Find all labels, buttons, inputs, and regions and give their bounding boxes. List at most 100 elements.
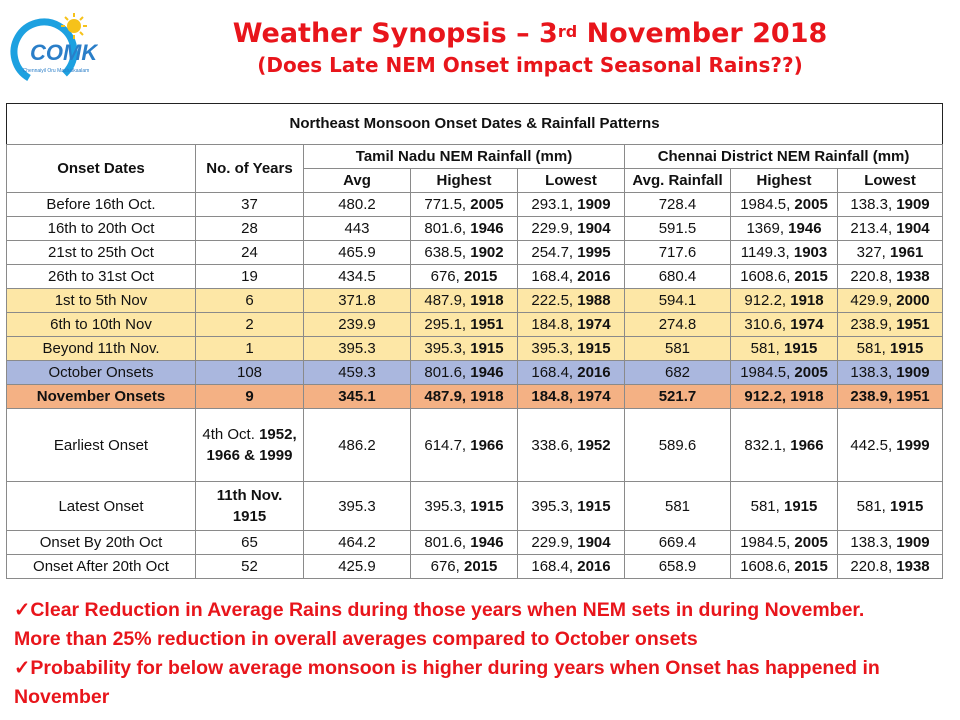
cell-ch-lowest: 213.4, 1904 — [836, 216, 944, 241]
cell-years: 6 — [195, 288, 304, 313]
cell-ch-lowest: 327, 1961 — [836, 240, 944, 265]
table-row-october-onsets: October Onsets 108 459.3 801.6, 1946 168.4, … — [6, 360, 944, 385]
cell-tn-avg: 395.3 — [303, 481, 411, 531]
cell-years: 2 — [195, 312, 304, 337]
cell-years: 4th Oct. 1952, 1966 & 1999 — [195, 408, 304, 482]
header-ch-lowest: Lowest — [836, 168, 944, 193]
cell-tn-lowest: 184.8, 1974 — [517, 312, 625, 337]
cell-ch-lowest: 220.8, 1938 — [836, 264, 944, 289]
cell-tn-avg: 345.1 — [303, 384, 411, 409]
table-row: 21st to 25th Oct 24 465.9 638.5, 1902 254.7,… — [6, 240, 944, 265]
table-row: Before 16th Oct. 37 480.2 771.5, 2005 293.1,… — [6, 192, 944, 217]
cell-tn-highest: 801.6, 1946 — [410, 216, 518, 241]
cell-ch-highest: 1608.6, 2015 — [730, 264, 838, 289]
table-row: Onset By 20th Oct 65 464.2 801.6, 1946 229.9… — [6, 530, 944, 555]
cell-ch-highest: 1984.5, 2005 — [730, 530, 838, 555]
cell-ch-highest: 912.2, 1918 — [730, 384, 838, 409]
header-onset-dates: Onset Dates — [6, 144, 196, 193]
cell-years: 28 — [195, 216, 304, 241]
cell-onset: Beyond 11th Nov. — [6, 336, 196, 361]
cell-tn-lowest: 293.1, 1909 — [517, 192, 625, 217]
cell-onset: 16th to 20th Oct — [6, 216, 196, 241]
cell-ch-highest: 581, 1915 — [730, 336, 838, 361]
cell-ch-highest: 1149.3, 1903 — [730, 240, 838, 265]
cell-ch-highest: 1984.5, 2005 — [730, 360, 838, 385]
cell-ch-avg: 274.8 — [624, 312, 731, 337]
cell-ch-avg: 589.6 — [624, 408, 731, 482]
table-row: 26th to 31st Oct 19 434.5 676, 2015 168.4, 2… — [6, 264, 944, 289]
cell-tn-lowest: 254.7, 1995 — [517, 240, 625, 265]
cell-onset: Latest Onset — [6, 481, 196, 531]
table-row: Onset After 20th Oct 52 425.9 676, 2015 168.… — [6, 554, 944, 579]
cell-onset: 1st to 5th Nov — [6, 288, 196, 313]
cell-tn-lowest: 168.4, 2016 — [517, 360, 625, 385]
cell-tn-highest: 295.1, 1951 — [410, 312, 518, 337]
cell-tn-lowest: 168.4, 2016 — [517, 554, 625, 579]
cell-years: 37 — [195, 192, 304, 217]
header-no-of-years: No. of Years — [195, 144, 304, 193]
cell-tn-highest: 638.5, 1902 — [410, 240, 518, 265]
cell-tn-highest: 801.6, 1946 — [410, 360, 518, 385]
note-3: ✓Probability for below average monsoon i… — [14, 657, 880, 708]
cell-tn-lowest: 222.5, 1988 — [517, 288, 625, 313]
cell-years: 1 — [195, 336, 304, 361]
cell-tn-highest: 801.6, 1946 — [410, 530, 518, 555]
cell-tn-avg: 434.5 — [303, 264, 411, 289]
cell-ch-lowest: 238.9, 1951 — [836, 312, 944, 337]
header-tn-highest: Highest — [410, 168, 518, 193]
cell-tn-avg: 465.9 — [303, 240, 411, 265]
cell-ch-highest: 581, 1915 — [730, 481, 838, 531]
page-subtitle: (Does Late NEM Onset impact Seasonal Rai… — [257, 53, 803, 77]
cell-ch-highest: 832.1, 1966 — [730, 408, 838, 482]
cell-onset: October Onsets — [6, 360, 196, 385]
check-icon: ✓ — [14, 599, 31, 621]
header-tamil-nadu: Tamil Nadu NEM Rainfall (mm) — [303, 144, 625, 169]
cell-onset: Before 16th Oct. — [6, 192, 196, 217]
cell-tn-avg: 395.3 — [303, 336, 411, 361]
cell-onset: November Onsets — [6, 384, 196, 409]
cell-ch-avg: 591.5 — [624, 216, 731, 241]
cell-tn-lowest: 184.8, 1974 — [517, 384, 625, 409]
cell-years: 108 — [195, 360, 304, 385]
cell-tn-highest: 676, 2015 — [410, 554, 518, 579]
cell-ch-lowest: 138.3, 1909 — [836, 192, 944, 217]
cell-ch-lowest: 581, 1915 — [836, 336, 944, 361]
note-1: ✓Clear Reduction in Average Rains during… — [14, 599, 865, 621]
header-tn-lowest: Lowest — [517, 168, 625, 193]
header-ch-highest: Highest — [730, 168, 838, 193]
cell-tn-avg: 464.2 — [303, 530, 411, 555]
cell-years: 52 — [195, 554, 304, 579]
cell-tn-highest: 395.3, 1915 — [410, 336, 518, 361]
cell-ch-lowest: 138.3, 1909 — [836, 360, 944, 385]
onset-rainfall-table: Northeast Monsoon Onset Dates & Rainfall… — [5, 103, 944, 579]
table-row: 16th to 20th Oct 28 443 801.6, 1946 229.9, 1… — [6, 216, 944, 241]
cell-ch-avg: 581 — [624, 336, 731, 361]
comk-logo: COMK Chennaiyil Oru Mazhaikaalam — [8, 8, 99, 88]
cell-ch-highest: 1984.5, 2005 — [730, 192, 838, 217]
cell-tn-avg: 459.3 — [303, 360, 411, 385]
cell-onset: 21st to 25th Oct — [6, 240, 196, 265]
page-title: Weather Synopsis – 3rd November 2018 — [232, 18, 828, 49]
cell-onset: Onset After 20th Oct — [6, 554, 196, 579]
cell-ch-avg: 594.1 — [624, 288, 731, 313]
cell-ch-avg: 680.4 — [624, 264, 731, 289]
table-row: 6th to 10th Nov 2 239.9 295.1, 1951 184.8, 1… — [6, 312, 944, 337]
cell-ch-highest: 1369, 1946 — [730, 216, 838, 241]
cell-tn-highest: 614.7, 1966 — [410, 408, 518, 482]
cell-years: 11th Nov. 1915 — [195, 481, 304, 531]
cell-tn-avg: 443 — [303, 216, 411, 241]
cell-tn-avg: 371.8 — [303, 288, 411, 313]
header-chennai: Chennai District NEM Rainfall (mm) — [623, 144, 944, 169]
cell-tn-lowest: 395.3, 1915 — [517, 481, 625, 531]
table-row-earliest-onset: Earliest Onset 4th Oct. 1952, 1966 & 1999 4… — [6, 408, 944, 482]
cell-tn-avg: 480.2 — [303, 192, 411, 217]
cell-ch-avg: 717.6 — [624, 240, 731, 265]
notes: ✓Clear Reduction in Average Rains during… — [14, 596, 954, 712]
header-ch-avg: Avg. Rainfall — [624, 168, 731, 193]
cell-tn-lowest: 229.9, 1904 — [517, 530, 625, 555]
header-tn-avg: Avg — [303, 168, 411, 193]
cell-ch-highest: 1608.6, 2015 — [730, 554, 838, 579]
cell-tn-highest: 395.3, 1915 — [410, 481, 518, 531]
logo-text: COMK — [30, 40, 98, 65]
cell-ch-avg: 658.9 — [624, 554, 731, 579]
